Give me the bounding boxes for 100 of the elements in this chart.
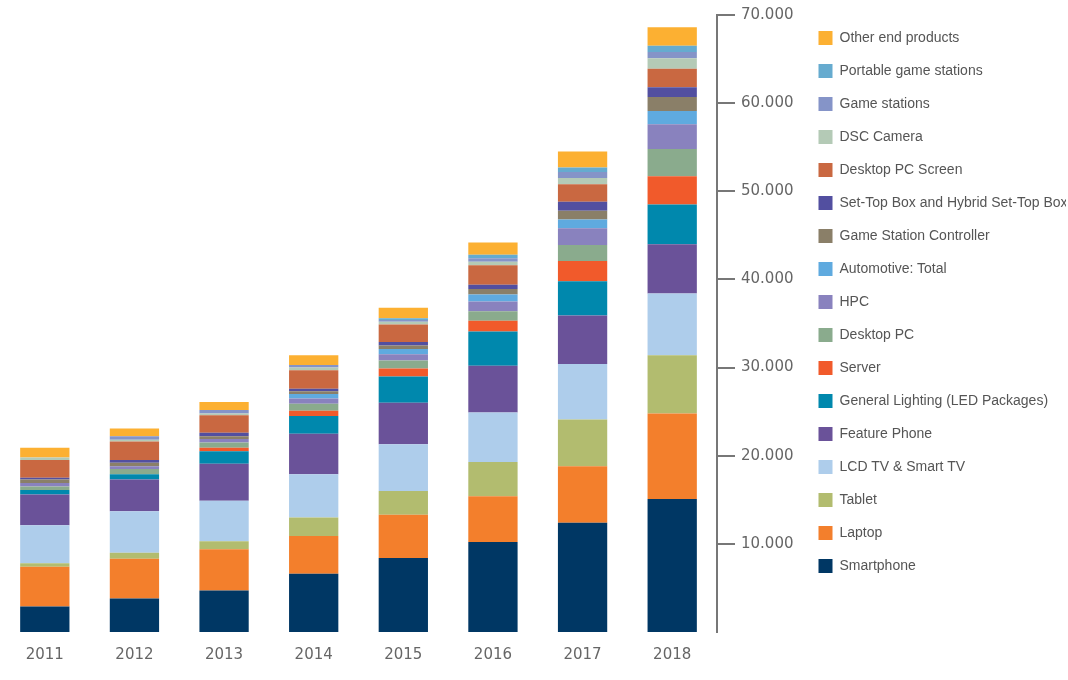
bar [557,219,608,229]
x-tick-label: 2017 [563,644,602,663]
bar [20,525,70,564]
bar [468,365,518,413]
x-tick-label: 2015 [384,644,423,663]
bar [468,461,518,497]
bar [199,590,249,632]
x-tick-label: 2012 [115,644,154,663]
bar [20,606,70,632]
bar [199,442,249,448]
bar [647,498,697,632]
bar [378,368,428,377]
y-tick-label: 40.000 [741,269,794,288]
bar [557,364,608,420]
bar [557,151,608,168]
legend-label: Feature Phone [839,424,933,441]
legend-label: Other end products [839,28,960,45]
bar [289,517,339,536]
bar [647,204,697,245]
bar [378,349,428,355]
y-tick-label: 20.000 [741,445,794,464]
bar [199,463,249,501]
bar [468,242,518,255]
bar [468,331,518,366]
bar [468,265,518,285]
bar [468,284,518,290]
legend-label: Portable game stations [839,61,983,78]
bar [647,111,697,125]
x-tick-label: 2016 [473,644,513,663]
bar [289,398,339,404]
bar [109,558,160,599]
bar [20,483,70,487]
bar [378,307,428,319]
bar [199,500,249,542]
bar [557,419,608,467]
bar [378,354,428,361]
bar [378,324,428,343]
bar [199,549,249,591]
legend-label: Game Station Controller [839,226,991,243]
bar [468,542,518,632]
legend-label: Desktop PC [839,325,915,342]
y-tick-label: 50.000 [741,181,794,200]
bar [109,428,160,437]
bar [468,301,518,312]
bar [20,494,70,526]
bar [109,511,160,553]
bar [468,412,518,462]
bar [557,245,608,261]
bar [468,258,518,262]
bar [20,490,70,495]
bar [109,466,160,469]
bar [647,27,697,46]
bar [647,355,697,414]
bar [647,293,697,356]
legend-label: Smartphone [839,556,916,573]
bar [557,281,608,316]
legend-label: Game stations [839,94,930,111]
bar [468,289,518,295]
bar [647,413,697,499]
bar [378,557,428,632]
bar [557,178,608,185]
bar [468,311,518,321]
bar [557,466,608,523]
legend-label: Laptop [839,523,883,540]
x-tick-label: 2011 [25,644,64,663]
x-tick-label: 2013 [204,644,244,663]
bar [647,58,697,69]
y-tick-label: 70.000 [741,4,794,23]
bar [289,416,339,434]
y-tick-label: 60.000 [741,93,794,112]
bar [109,441,160,461]
bar [647,45,697,53]
bar [109,479,160,512]
legend-label: LCD TV & Smart TV [839,457,966,474]
bar [557,260,608,282]
bar [557,201,608,211]
bar [199,436,249,439]
bar [378,490,428,515]
bar [557,210,608,220]
y-tick-label: 30.000 [741,357,794,376]
bar [647,68,697,88]
bar [647,148,697,177]
bar [468,496,518,543]
bar [199,451,249,464]
legend-label: Tablet [839,490,877,507]
bar [199,541,249,550]
bar [289,474,339,518]
bar [647,124,697,149]
x-tick-label: 2014 [294,644,333,663]
bar [109,598,160,632]
legend-label: Automotive: Total [839,259,947,276]
bar [378,342,428,346]
bar [289,370,339,389]
bar [20,447,70,458]
bar [109,460,160,463]
bar [557,171,608,179]
x-tick-label: 2018 [653,644,692,663]
bar [289,403,339,411]
bar [20,460,70,478]
bar [199,415,249,433]
